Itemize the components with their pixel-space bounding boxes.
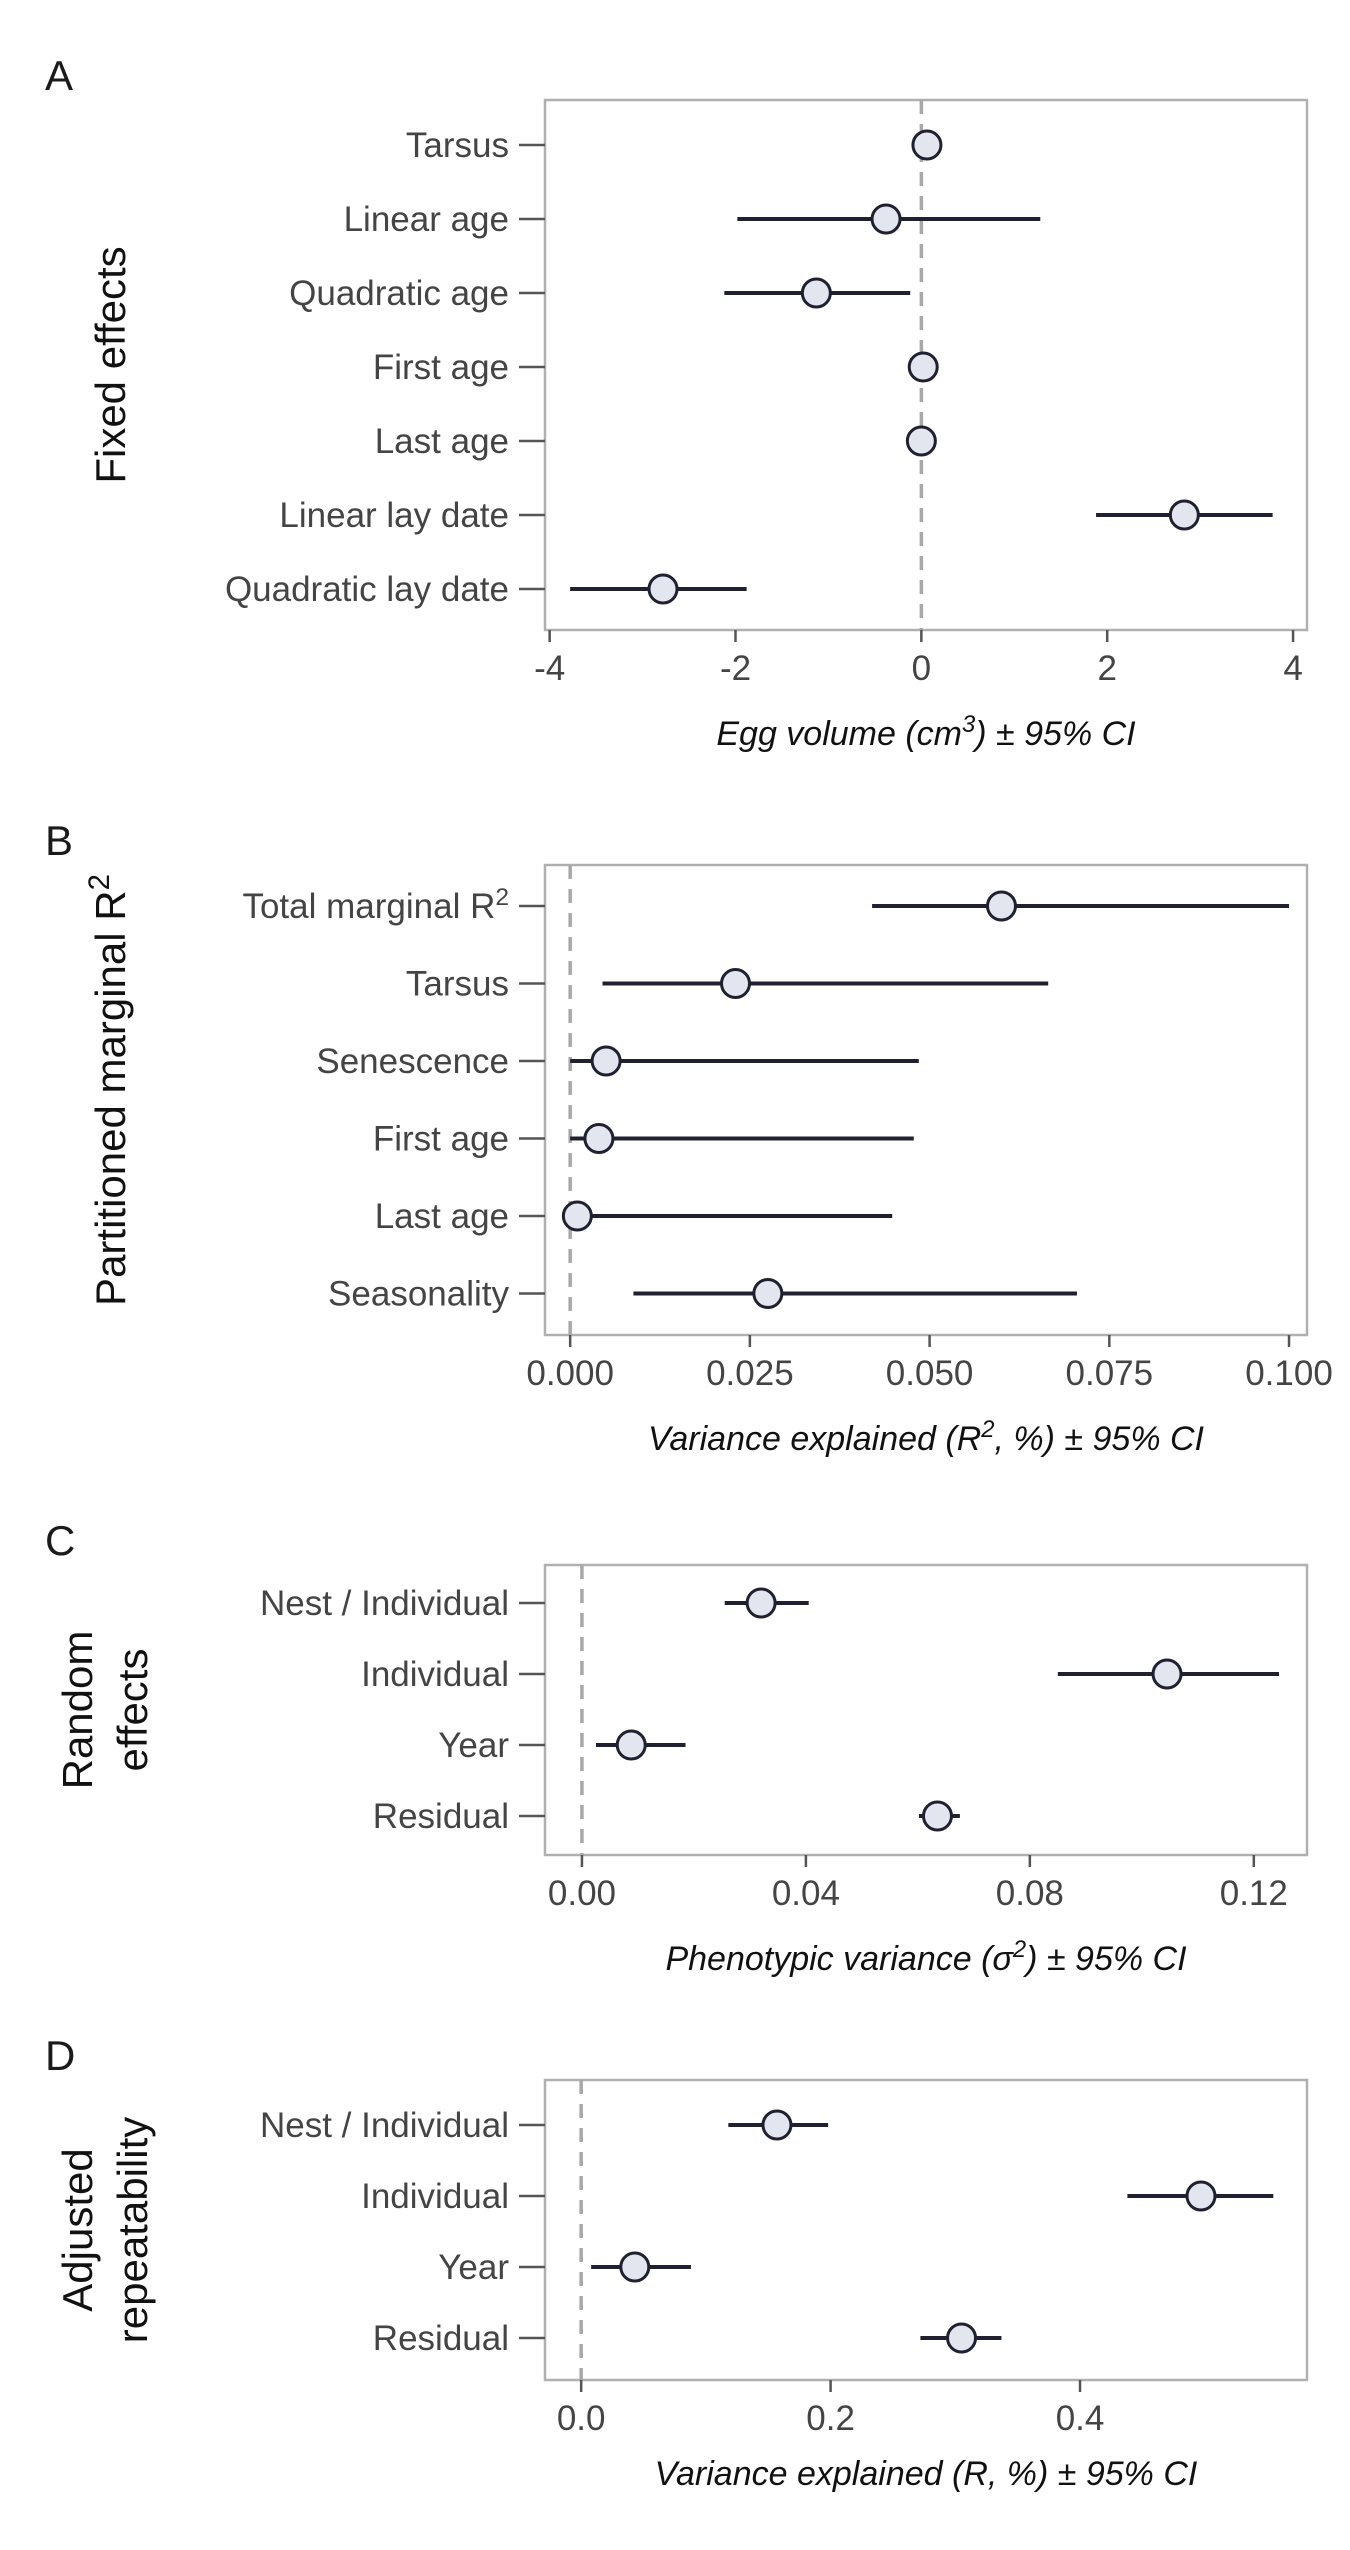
category-label: Seasonality <box>328 1275 509 1314</box>
estimate-point <box>615 1729 647 1761</box>
category-label: Nest / Individual <box>260 2106 509 2145</box>
estimate-point <box>761 2109 793 2141</box>
category-label: Residual <box>373 1797 509 1836</box>
category-label: Residual <box>373 2319 509 2358</box>
x-tick-label: 0.04 <box>772 1874 840 1913</box>
y-axis-label: Adjusted <box>54 2148 101 2311</box>
estimate-point <box>870 203 902 235</box>
x-tick-label: 0.0 <box>557 2399 606 2438</box>
x-tick-label: 4 <box>1283 649 1302 688</box>
x-axis-label: Egg volume (cm3) ± 95% CI <box>716 711 1136 754</box>
category-label: Nest / Individual <box>260 1584 509 1623</box>
category-label: Tarsus <box>406 126 509 165</box>
plot-area-frame <box>543 2078 1309 2382</box>
estimate-point <box>946 2322 978 2354</box>
estimate-point <box>905 425 937 457</box>
x-tick-label: 2 <box>1097 649 1116 688</box>
estimate-point <box>752 1278 784 1309</box>
category-label: Senescence <box>316 1042 509 1081</box>
y-axis-label: repeatability <box>109 2117 156 2343</box>
x-tick-label: 0.025 <box>706 1354 794 1393</box>
x-tick-label: 0.4 <box>1056 2399 1105 2438</box>
plot-area-frame <box>543 1563 1309 1857</box>
category-label: Individual <box>361 2177 509 2216</box>
panel-a: A Fixed effects -4 -2 0 2 4 Egg volume (cm3) ± … <box>45 52 1309 754</box>
x-tick-label: -2 <box>720 649 751 688</box>
category-label: Individual <box>361 1655 509 1694</box>
x-axis-label: Variance explained (R, %) ± 95% CI <box>655 2455 1198 2493</box>
category-label: Tarsus <box>406 965 509 1004</box>
panel-c: C Random effects 0.00 0.04 0.08 0.12 Phenotypic… <box>45 1517 1309 1979</box>
estimate-point <box>590 1045 622 1077</box>
category-label: First age <box>373 348 509 387</box>
plot-area-frame <box>543 98 1309 632</box>
x-axis-label: Variance explained (R2, %) ± 95% CI <box>648 1416 1205 1459</box>
panel-d: D Adjusted repeatability 0.0 0.2 0.4 Variance … <box>45 2032 1309 2493</box>
plot-area-frame <box>543 863 1309 1337</box>
category-label: Last age <box>375 1197 509 1236</box>
panel-letter: A <box>45 52 73 99</box>
panel-letter: D <box>45 2032 75 2079</box>
category-label: Total marginal R2 <box>242 884 509 927</box>
x-tick-label: 0.100 <box>1245 1354 1333 1393</box>
estimate-point <box>619 2251 651 2283</box>
y-axis-label: effects <box>109 1649 156 1772</box>
y-axis-label: Partitioned marginal R2 <box>83 874 135 1306</box>
estimate-point <box>800 277 832 309</box>
panel-letter: B <box>45 817 73 864</box>
x-tick-label: -4 <box>534 649 565 688</box>
x-tick-label: 0.050 <box>886 1354 974 1393</box>
estimate-point <box>907 351 939 383</box>
x-tick-label: 0.08 <box>996 1874 1064 1913</box>
estimate-point <box>745 1587 777 1619</box>
category-label: Quadratic age <box>289 274 509 313</box>
x-tick-label: 0 <box>912 649 931 688</box>
estimate-point <box>985 890 1017 922</box>
category-label: Last age <box>375 422 509 461</box>
category-label: Linear lay date <box>279 496 509 535</box>
estimate-point <box>1168 499 1200 531</box>
category-label: Quadratic lay date <box>225 570 509 609</box>
category-label: Year <box>438 1726 509 1765</box>
category-label: Linear age <box>344 200 509 239</box>
x-tick-label: 0.12 <box>1220 1874 1288 1913</box>
estimate-point <box>647 573 679 605</box>
x-tick-label: 0.000 <box>526 1354 614 1393</box>
x-axis-label: Phenotypic variance (σ2) ± 95% CI <box>665 1936 1187 1979</box>
estimate-point <box>561 1200 593 1232</box>
estimate-point <box>1151 1658 1183 1690</box>
y-axis-label: Random <box>54 1631 101 1790</box>
panel-letter: C <box>45 1517 75 1564</box>
x-tick-label: 0.075 <box>1066 1354 1154 1393</box>
category-label: Year <box>438 2248 509 2287</box>
category-label: First age <box>373 1120 509 1159</box>
x-tick-label: 0.00 <box>548 1874 616 1913</box>
estimate-point <box>1185 2180 1217 2212</box>
estimate-point <box>921 1800 953 1832</box>
estimate-point <box>583 1123 615 1154</box>
x-tick-label: 0.2 <box>806 2399 855 2438</box>
estimate-point <box>720 968 751 999</box>
y-axis-label: Fixed effects <box>87 246 134 483</box>
estimate-point <box>911 129 943 161</box>
